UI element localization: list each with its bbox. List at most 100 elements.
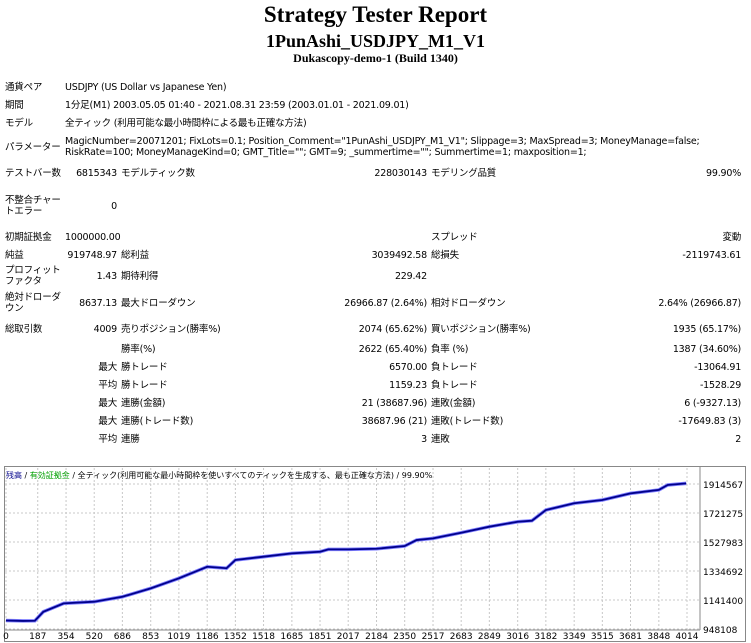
expert-name: 1PunAshi_USDJPY_M1_V1 (265, 31, 486, 51)
stat-cell: 純益 (5, 249, 24, 261)
stat-cell: 6815343 (76, 167, 117, 179)
stat-cell: モデリング品質 (431, 167, 497, 179)
stat-cell: 8637.13 (79, 297, 117, 309)
stat-cell: 6570.00 (389, 361, 427, 373)
stat-cell: 勝トレード (121, 379, 168, 391)
y-tick-label: 1141400 (703, 597, 743, 607)
stat-cell: 最大 (98, 361, 117, 373)
stat-row: 不整合チャートエラー 0 (3, 184, 743, 228)
info-label: 期間 (5, 99, 24, 111)
stat-cell: -1528.29 (699, 379, 742, 391)
stat-cell: 総損失 (431, 249, 459, 261)
x-tick-label: 1851 (309, 632, 332, 642)
info-row: 期間 1分足(M1) 2003.05.05 01:40 - 2021.08.31 … (3, 96, 743, 114)
info-value: MagicNumber=20071201; FixLots=0.1; Posit… (65, 136, 700, 158)
stat-cell: 3 (421, 433, 427, 445)
info-value: 1分足(M1) 2003.05.05 01:40 - 2021.08.31 23… (65, 99, 409, 111)
stat-cell: 連勝(金額) (121, 397, 166, 409)
stat-cell: -13064.91 (694, 361, 742, 373)
stat-cell: スプレッド (431, 231, 478, 243)
x-tick-label: 1186 (196, 632, 219, 642)
legend-separator: / (24, 471, 28, 480)
x-tick-label: 520 (86, 632, 103, 642)
legend-quality: 99.90% (401, 471, 433, 480)
x-tick-label: 2350 (393, 632, 416, 642)
stat-cell: 連敗(金額) (431, 397, 476, 409)
x-tick-label: 354 (57, 632, 74, 642)
stat-cell: 売りポジション(勝率%) (121, 323, 221, 335)
x-tick-label: 3515 (591, 632, 614, 642)
stat-cell: 勝トレード (121, 361, 168, 373)
stat-cell: 4009 (93, 323, 118, 335)
stat-cell: プロフィットファクタ (5, 265, 61, 287)
x-tick-label: 3349 (563, 632, 586, 642)
stat-cell: 総利益 (121, 249, 149, 261)
x-tick-label: 3681 (619, 632, 642, 642)
stat-row: プロフィットファクタ 1.43 期待利得 229.42 (3, 264, 743, 288)
stat-cell: 負トレード (431, 361, 478, 373)
stat-cell: 38687.96 (21) (361, 415, 427, 427)
stat-cell: -2119743.61 (682, 249, 742, 261)
x-tick-label: 1685 (280, 632, 303, 642)
stat-cell: 2622 (65.40%) (358, 343, 427, 355)
x-tick-label: 2517 (422, 632, 445, 642)
stat-row: 平均 勝トレード 1159.23 負トレード -1528.29 (3, 376, 743, 394)
stat-row: 総取引数 4009 売りポジション(勝率%) 2074 (65.62%) 買いポジション… (3, 318, 743, 340)
stat-cell: 変動 (722, 231, 742, 243)
stat-cell: 負率 (%) (431, 343, 469, 355)
stat-cell: 99.90% (706, 167, 742, 179)
stat-cell: 初期証拠金 (5, 231, 52, 243)
legend-equity: 有効証拠金 (29, 471, 70, 480)
y-tick-label: 1334692 (703, 568, 743, 578)
stat-cell: -17649.83 (3) (678, 415, 742, 427)
stat-cell: 連敗 (431, 433, 450, 445)
stat-row: 純益 919748.97 総利益 3039492.58 総損失 -2119743.61 (3, 246, 743, 264)
legend-model: 全ティック(利用可能な最小時間枠を使いすべてのティックを生成する、最も正確な方法… (77, 471, 394, 480)
stat-cell: 1387 (34.60%) (672, 343, 742, 355)
x-tick-label: 3848 (647, 632, 670, 642)
stat-row: テストバー数 6815343 モデルティック数 228030143 モデリング品質 99.… (3, 162, 743, 184)
server-build: Dukascopy-demo-1 (Build 1340) (293, 51, 458, 65)
stat-cell: 連勝 (121, 433, 140, 445)
x-tick-label: 187 (29, 632, 46, 642)
stat-cell: 3039492.58 (371, 249, 428, 261)
stat-cell: 平均 (98, 379, 117, 391)
info-row: パラメーター MagicNumber=20071201; FixLots=0.1;… (3, 132, 743, 162)
stat-cell: 2.64% (26966.87) (658, 297, 742, 309)
stat-cell: 2 (735, 433, 742, 445)
stat-cell: 1935 (65.17%) (672, 323, 742, 335)
stat-row: 最大 勝トレード 6570.00 負トレード -13064.91 (3, 358, 743, 376)
y-tick-label: 1721275 (703, 510, 743, 520)
y-tick-label: 1527983 (703, 539, 743, 549)
stat-cell: 最大 (98, 397, 117, 409)
stat-row: 絶対ドローダウン 8637.13 最大ドローダウン 26966.87 (2.64%) 相… (3, 288, 743, 318)
chart-legend: 残高 / 有効証拠金 / 全ティック(利用可能な最小時間枠を使いすべてのティック… (6, 470, 432, 481)
stat-cell: 最大ドローダウン (121, 297, 196, 309)
x-tick-label: 1518 (252, 632, 275, 642)
x-tick-label: 2683 (450, 632, 473, 642)
stat-row: 最大 連勝(トレード数) 38687.96 (21) 連敗(トレード数) -17649.… (3, 412, 743, 430)
info-label: 通貨ペア (5, 81, 43, 93)
stat-cell: 連敗(トレード数) (431, 415, 504, 427)
stat-cell: 最大 (98, 415, 117, 427)
stat-cell: 2074 (65.62%) (358, 323, 427, 335)
x-tick-label: 4014 (676, 632, 699, 642)
y-tick-label: 948108 (703, 626, 738, 636)
x-tick-label: 1352 (224, 632, 247, 642)
report-table: 通貨ペア USDJPY (US Dollar vs Japanese Yen) 期間… (3, 78, 743, 448)
stat-cell: 買いポジション(勝率%) (431, 323, 531, 335)
y-tick-label: 1914567 (703, 481, 743, 491)
stat-cell: 不整合チャートエラー (5, 195, 61, 217)
info-row: 通貨ペア USDJPY (US Dollar vs Japanese Yen) (3, 78, 743, 96)
stat-cell: 6 (-9327.13) (684, 397, 742, 409)
stat-cell: 21 (38687.96) (361, 397, 427, 409)
x-tick-label: 2017 (337, 632, 360, 642)
x-tick-label: 686 (114, 632, 131, 642)
stat-cell: 勝率(%) (121, 343, 156, 355)
stat-cell: 総取引数 (5, 323, 43, 335)
balance-line (5, 482, 687, 622)
equity-chart (4, 466, 746, 642)
x-tick-label: 2849 (478, 632, 501, 642)
info-row: モデル 全ティック (利用可能な最小時間枠による最も正確な方法) (3, 114, 743, 132)
stat-cell: テストバー数 (5, 167, 61, 179)
